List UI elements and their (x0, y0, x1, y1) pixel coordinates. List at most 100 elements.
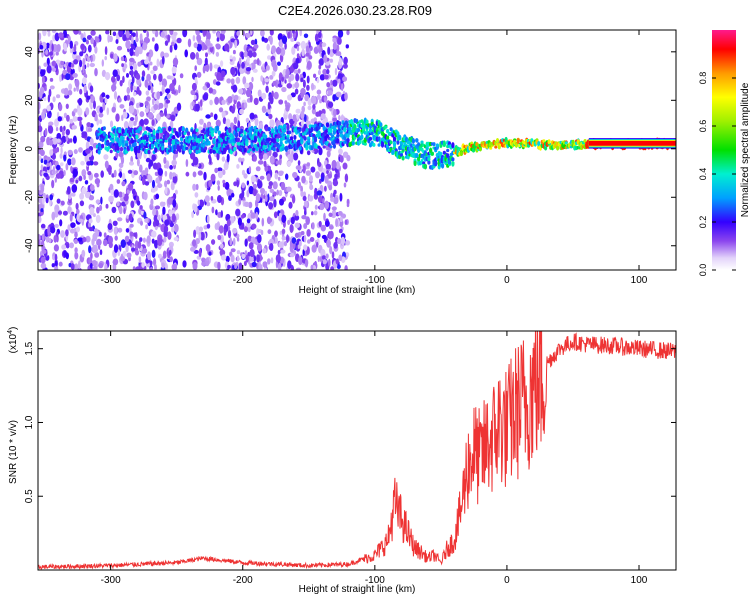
spectrogram-cell (307, 105, 312, 111)
spectrogram-cell (94, 252, 100, 258)
spectrogram-cell (109, 120, 114, 128)
spectrogram-cell (291, 131, 294, 138)
spectrogram-cell (213, 64, 219, 69)
spectrogram-cell (281, 143, 285, 150)
spectrogram-cell (113, 90, 118, 100)
spectrogram-cell (396, 131, 400, 137)
spectrogram-cell (45, 156, 51, 161)
spectrogram-cell (342, 76, 348, 82)
spectrogram-cell (266, 173, 271, 182)
spectrogram-cell (451, 161, 455, 167)
spectrogram-cell (255, 166, 261, 172)
spectrogram-cell (206, 31, 211, 41)
spectrogram-cell (151, 179, 156, 189)
spectrogram-cell (142, 42, 148, 51)
spectrogram-cell (74, 231, 78, 238)
spectrogram-cell (133, 39, 136, 46)
spectrogram-cell (237, 217, 242, 226)
spectrogram-cell (203, 171, 207, 181)
spectrogram-cell (233, 116, 238, 125)
spectrogram-cell (230, 254, 235, 263)
spectrogram-cell (169, 45, 173, 53)
spectrogram-cell (235, 208, 241, 217)
spectrogram-cell (41, 196, 45, 205)
spectrogram-cell (206, 82, 211, 88)
spectrogram-cell (316, 190, 323, 196)
spectrogram-cell (332, 143, 336, 149)
spectrogram-cell (318, 46, 322, 54)
spectrogram-cell (104, 56, 107, 61)
spectrogram-cell (192, 156, 199, 166)
spectrogram-cell (200, 146, 204, 153)
spectrogram-cell (75, 202, 79, 210)
colorbar-tick-label: 0.4 (698, 168, 708, 181)
spectrogram-cell (411, 143, 415, 147)
spectrogram-cell (103, 239, 108, 247)
spectrogram-cell (226, 188, 232, 197)
spectrogram-cell (310, 82, 315, 91)
spectrogram-cell (291, 46, 296, 55)
spectrogram-cell (220, 254, 227, 261)
spectrogram-cell (277, 33, 284, 41)
spectrogram-cell (199, 99, 203, 108)
spectrogram-cell (56, 198, 61, 204)
spectrogram-cell (213, 113, 218, 121)
spectrogram-cell (79, 200, 85, 207)
spectrogram-cell (259, 175, 265, 180)
spectrogram-cell (73, 149, 78, 155)
spectrogram-cell (248, 166, 252, 174)
spectrogram-cell (244, 201, 250, 207)
spectrogram-cell (289, 154, 294, 163)
x-tick-label: -200 (233, 575, 253, 586)
spectrogram-cell (281, 214, 287, 223)
spectrogram-cell (131, 76, 135, 84)
spectrogram-cell (84, 180, 89, 185)
spectrogram-cell (262, 153, 268, 161)
spectrogram-cell (167, 34, 171, 43)
spectrogram-cell (337, 37, 342, 45)
spectrogram-cell (239, 108, 244, 115)
spectrogram-cell (92, 53, 96, 62)
spectrogram-cell (288, 113, 293, 121)
spectrogram-cell (131, 36, 134, 44)
spectrogram-cell (434, 160, 438, 167)
spectrogram-cell (181, 126, 185, 132)
spectrogram-cell (215, 43, 221, 49)
spectrogram-cell (60, 230, 65, 238)
spectrogram-cell (125, 244, 129, 253)
spectrogram-cell (122, 192, 125, 198)
spectrogram-cell (215, 81, 221, 86)
spectrogram-cell (245, 254, 249, 263)
spectrogram-cell (52, 147, 58, 154)
spectrogram-cell (156, 91, 161, 100)
spectrogram-cell (193, 203, 198, 213)
spectrogram-cell (281, 236, 287, 241)
spectrogram-cell (319, 99, 322, 104)
spectrogram-cell (121, 181, 126, 187)
spectrogram-cell (273, 211, 278, 219)
spectrogram-cell (182, 30, 188, 38)
spectrogram-cell (196, 34, 202, 43)
spectrogram-cell (76, 116, 83, 122)
spectrogram-cell (91, 260, 98, 267)
spectrogram-cell (90, 37, 95, 45)
spectrogram-cell (332, 191, 336, 198)
spectrogram-cell (301, 48, 306, 57)
spectrogram-cell (147, 251, 151, 261)
spectrogram-cell (99, 231, 102, 237)
snr-y-label: SNR (10 * v/v) (8, 420, 19, 484)
spectrogram-cell (86, 161, 92, 166)
spectrogram-cell (331, 206, 337, 211)
spectrogram-cell (325, 253, 329, 259)
spectrogram-cell (167, 231, 172, 240)
spectrogram-cell (113, 244, 119, 253)
spectrogram-cell (237, 120, 241, 129)
spectrogram-cell (96, 238, 102, 246)
spectrogram-cell (327, 46, 331, 55)
spectrogram-y-label: Frequency (Hz) (8, 116, 19, 185)
spectrogram-cell (143, 211, 147, 220)
spectrogram-cell (271, 45, 277, 54)
spectrogram-cell (323, 54, 328, 64)
spectrogram-cell (162, 250, 167, 259)
spectrogram-cell (334, 173, 338, 180)
